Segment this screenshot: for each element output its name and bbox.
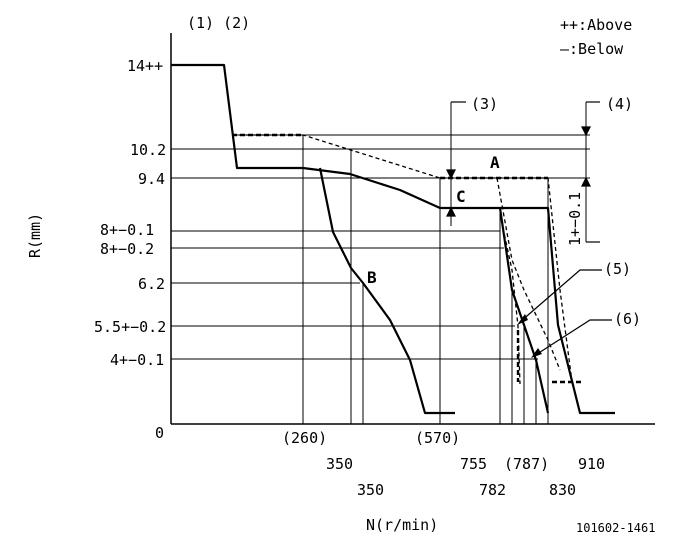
y-tick-8-01: 8+−0.1 [100,221,154,239]
y-axis-label: R(mm) [26,213,44,258]
drawing-number: 101602-1461 [576,521,655,535]
tolerance-label: 1+−0.1 [566,192,584,246]
callout-5: (5) [604,260,631,278]
inner-cutoff-curve [498,207,550,414]
dimension-markers [446,101,600,243]
x-tick-350b: 350 [357,481,384,499]
refs-1-2: (1) (2) [187,14,250,32]
callout-3: (3) [471,95,498,113]
x-tick-350a: 350 [326,455,353,473]
y-tick-6-2: 6.2 [138,275,165,293]
callout-arrowheads [517,314,542,358]
x-tick-787: (787) [504,455,549,473]
main-full-load-curve [171,63,615,415]
dashed-curve [232,134,573,385]
point-b-label: B [367,268,377,287]
y-tick-5-5: 5.5+−0.2 [94,318,166,336]
x-tick-910: 910 [578,455,605,473]
legend-above: ++:Above [560,16,632,34]
arrow-3-up [446,206,456,217]
y-tick-8-02: 8+−0.2 [100,240,154,258]
y-tick-4: 4+−0.1 [110,351,164,369]
arrow-3-down [446,169,456,180]
x-tick-260: (260) [282,429,327,447]
vertical-reference-lines [302,102,587,424]
y-tick-10-2: 10.2 [130,141,166,159]
origin-label: 0 [155,424,164,442]
callout-leaders [519,269,612,357]
x-axis-label: N(r/min) [366,516,438,534]
y-tick-9-4: 9.4 [138,170,165,188]
arrow-4-up [581,176,591,187]
point-a-label: A [490,153,500,172]
horizontal-reference-lines [171,134,590,360]
callout-4: (4) [606,95,633,113]
x-tick-830: 830 [549,481,576,499]
low-idle-curve [318,167,455,415]
point-c-label: C [456,187,466,206]
dashed-cutoff-a [496,177,561,371]
legend-below: —:Below [560,40,624,58]
x-tick-755: 755 [460,455,487,473]
arrow-4-down [581,126,591,137]
callout-6: (6) [614,310,641,328]
x-tick-782: 782 [479,481,506,499]
solid-curve [171,63,615,415]
x-tick-570: (570) [415,429,460,447]
y-tick-14: 14++ [127,57,163,75]
thick-dashed-segments [232,133,582,384]
